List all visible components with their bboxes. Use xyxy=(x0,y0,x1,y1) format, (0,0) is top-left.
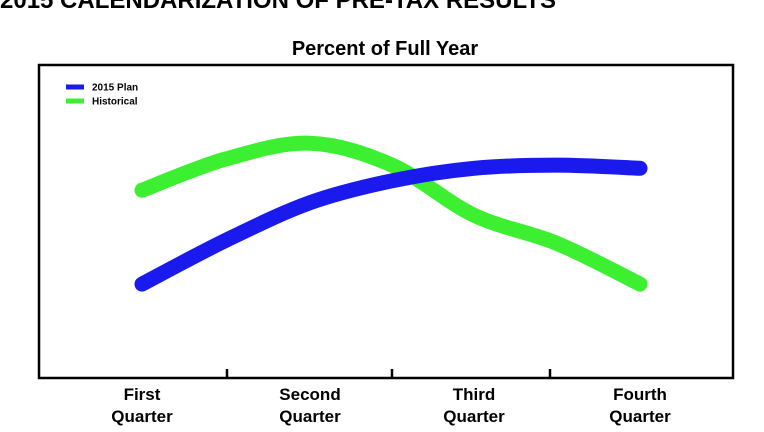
page-heading: 2015 CALENDARIZATION OF PRE-TAX RESULTS xyxy=(0,0,557,14)
series-line-historical xyxy=(134,135,648,292)
series-layer xyxy=(134,135,648,292)
plot-area-frame xyxy=(37,63,735,380)
legend-label: Historical xyxy=(92,97,138,108)
x-tick-label: Third Quarter xyxy=(443,385,505,426)
chart-title: Percent of Full Year xyxy=(291,38,479,60)
legend: 2015 Plan Historical xyxy=(66,83,138,108)
x-tick-label: First Quarter xyxy=(111,385,173,426)
axis-layer: First Quarter Second Quarter Third Quarter Fou… xyxy=(111,369,671,426)
series-line-2015-plan xyxy=(134,157,648,292)
x-tick-label: Second Quarter xyxy=(279,385,341,426)
legend-label: 2015 Plan xyxy=(92,83,138,94)
x-tick-label: Fourth Quarter xyxy=(609,385,671,426)
